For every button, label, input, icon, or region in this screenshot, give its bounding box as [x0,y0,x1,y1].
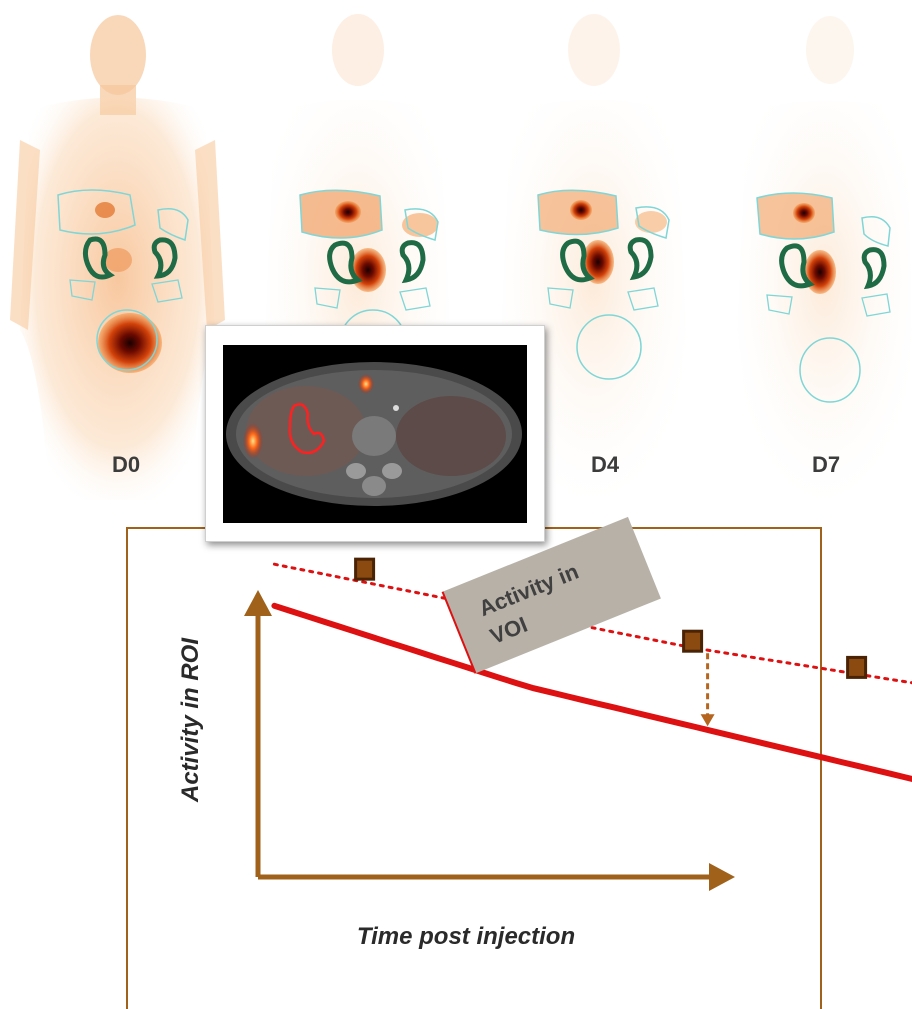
whole-body-scan-image [501,14,686,500]
scan-d0: D0 [0,0,230,510]
scan-d4: D4 [476,0,706,510]
data-point-marker [846,655,868,679]
day-label-d7: D7 [812,452,841,477]
ct-slice-inset [205,325,545,542]
ct-slice-image [223,345,527,523]
day-label-d4: D4 [591,452,620,477]
whole-body-scan-image [10,15,225,500]
day-label-d0: D0 [112,452,141,477]
scan-d7: D7 [712,0,912,510]
whole-body-scan-image [737,16,912,500]
graph-frame [126,527,822,1009]
